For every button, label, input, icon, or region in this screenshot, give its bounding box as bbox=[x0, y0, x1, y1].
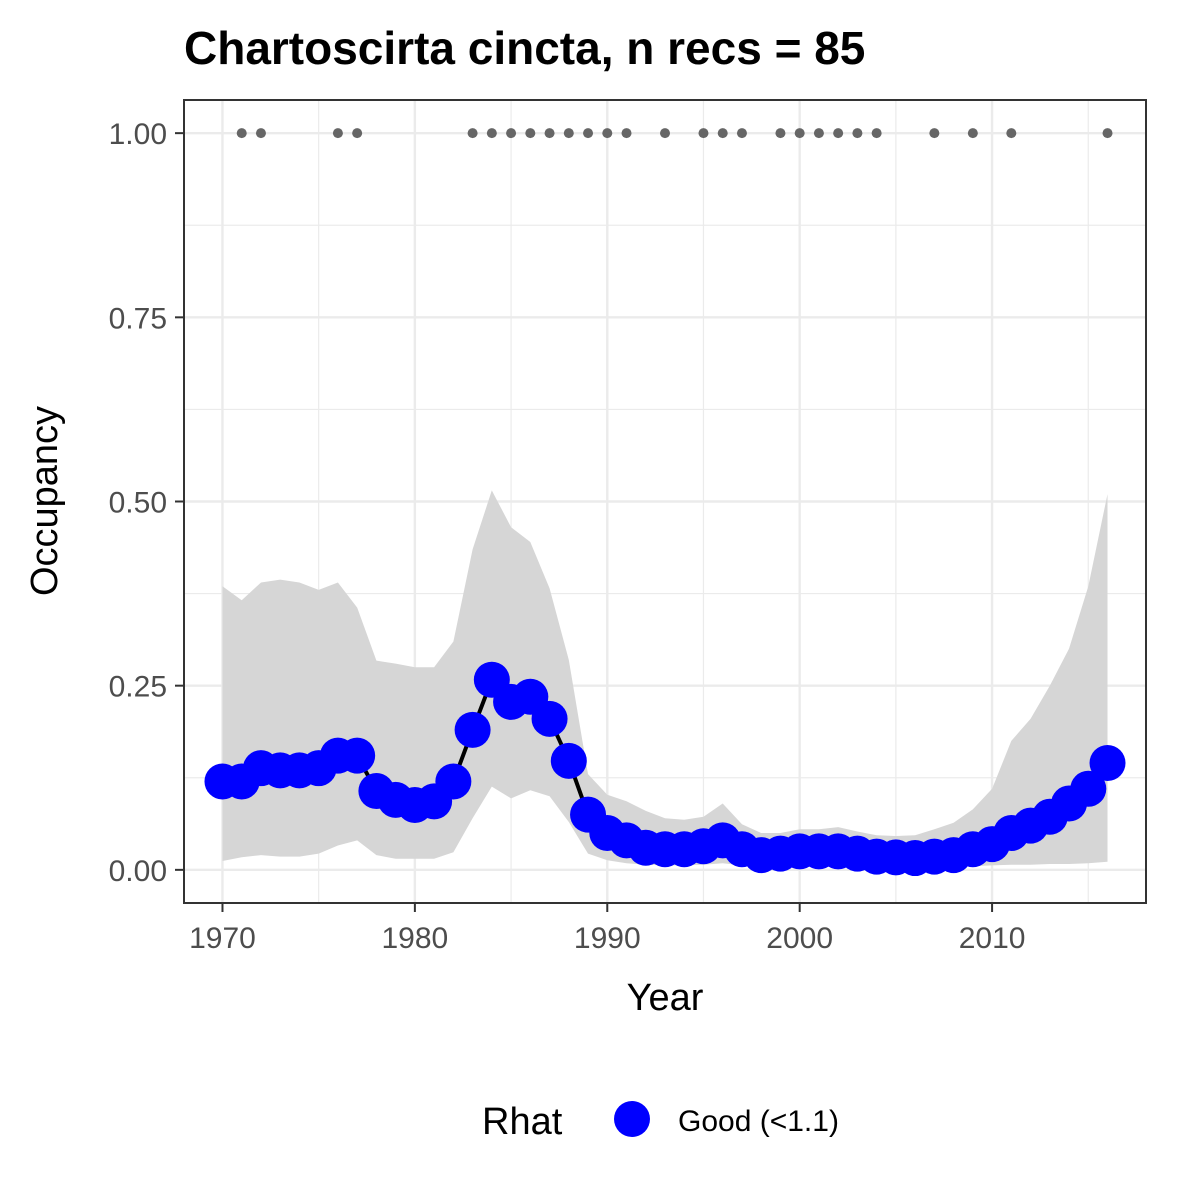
x-tick-label: 1970 bbox=[189, 922, 256, 955]
y-axis: 0.00 0.25 0.50 0.75 1.00 bbox=[109, 118, 184, 888]
record-point bbox=[486, 128, 497, 139]
record-point bbox=[871, 128, 882, 139]
y-tick-label: 0.50 bbox=[109, 487, 167, 520]
record-point bbox=[852, 128, 863, 139]
record-point bbox=[236, 128, 247, 139]
record-point bbox=[621, 128, 632, 139]
record-point bbox=[717, 128, 728, 139]
occupancy-points-layer bbox=[204, 661, 1126, 877]
y-tick-label: 1.00 bbox=[109, 118, 167, 151]
occupancy-point bbox=[550, 742, 587, 779]
record-point bbox=[967, 128, 978, 139]
record-point bbox=[660, 128, 670, 139]
legend-title: Rhat bbox=[482, 1101, 563, 1143]
record-point bbox=[544, 128, 555, 139]
legend-key-good bbox=[614, 1101, 650, 1137]
record-point bbox=[929, 128, 940, 139]
record-point bbox=[563, 128, 574, 139]
record-point bbox=[255, 128, 266, 139]
plot-panel bbox=[183, 99, 1147, 904]
occupancy-point bbox=[339, 737, 376, 774]
chart-title: Chartoscirta cincta, n recs = 85 bbox=[184, 22, 865, 74]
y-axis-title: Occupancy bbox=[24, 406, 66, 596]
x-tick-label: 2000 bbox=[766, 922, 833, 955]
occupancy-point bbox=[435, 763, 472, 800]
y-tick-label: 0.00 bbox=[109, 855, 167, 888]
record-point bbox=[467, 128, 478, 139]
record-point bbox=[1102, 128, 1113, 139]
record-point bbox=[775, 128, 786, 139]
x-tick-label: 1980 bbox=[382, 922, 449, 955]
record-point bbox=[736, 128, 747, 139]
x-axis: 1970 1980 1990 2000 2010 bbox=[189, 903, 1025, 955]
record-point bbox=[698, 128, 709, 139]
occupancy-point bbox=[1089, 745, 1126, 782]
legend-label-good: Good (<1.1) bbox=[678, 1105, 839, 1138]
record-point bbox=[506, 128, 517, 139]
record-point bbox=[525, 128, 536, 139]
record-point bbox=[352, 128, 363, 139]
occupancy-point bbox=[454, 711, 491, 748]
record-point bbox=[794, 128, 805, 139]
x-tick-label: 1990 bbox=[574, 922, 641, 955]
record-point bbox=[833, 128, 844, 139]
y-tick-label: 0.75 bbox=[109, 302, 167, 335]
record-point bbox=[1006, 128, 1017, 139]
x-tick-label: 2010 bbox=[959, 922, 1026, 955]
x-axis-title: Year bbox=[627, 977, 704, 1019]
record-point bbox=[602, 128, 613, 139]
record-point bbox=[813, 128, 824, 139]
occupancy-point bbox=[1070, 770, 1107, 807]
y-tick-label: 0.25 bbox=[109, 671, 167, 704]
record-point bbox=[332, 128, 343, 139]
occupancy-point bbox=[531, 700, 568, 737]
legend: Rhat Good (<1.1) bbox=[482, 1101, 839, 1143]
record-points-layer bbox=[236, 128, 1113, 139]
record-point bbox=[583, 128, 594, 139]
